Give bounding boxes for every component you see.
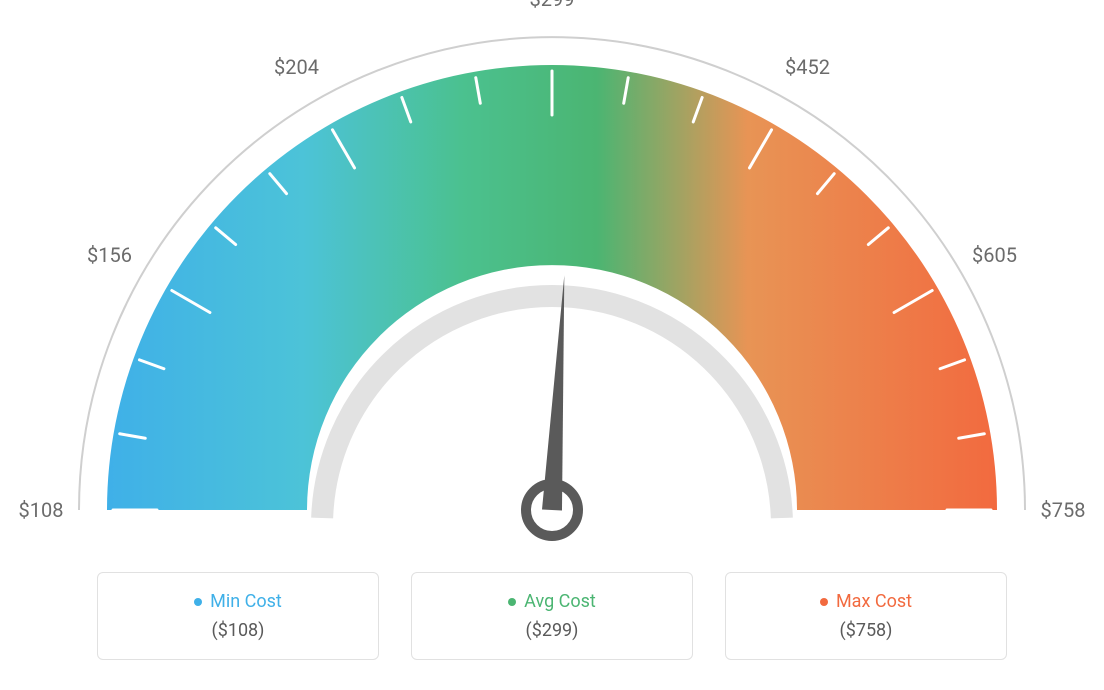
cost-gauge-chart: $108 $156 $204 $299 $452 $605 $758 Min Cost ($… <box>0 0 1104 690</box>
gauge-tick-label: $204 <box>274 55 319 79</box>
gauge-tick-label: $758 <box>1041 498 1086 522</box>
legend-max: Max Cost ($758) <box>725 572 1007 660</box>
gauge-tick-label: $299 <box>530 0 575 11</box>
gauge-tick-label: $452 <box>785 55 830 79</box>
legend-avg-label-row: Avg Cost <box>508 591 596 612</box>
gauge-svg <box>0 0 1104 560</box>
legend-max-label: Max Cost <box>836 591 912 612</box>
legend-avg-value: ($299) <box>526 620 579 641</box>
legend-min-label-row: Min Cost <box>194 591 282 612</box>
legend-min: Min Cost ($108) <box>97 572 379 660</box>
gauge-tick-label: $156 <box>87 243 132 267</box>
legend-max-label-row: Max Cost <box>820 591 912 612</box>
legend-avg-label: Avg Cost <box>524 591 596 612</box>
legend-min-value: ($108) <box>212 620 265 641</box>
legend-row: Min Cost ($108) Avg Cost ($299) Max Cost… <box>0 572 1104 660</box>
gauge-area: $108 $156 $204 $299 $452 $605 $758 <box>0 0 1104 560</box>
legend-avg: Avg Cost ($299) <box>411 572 693 660</box>
gauge-tick-label: $605 <box>972 243 1017 267</box>
legend-avg-dot <box>508 598 516 606</box>
gauge-tick-label: $108 <box>19 498 64 522</box>
legend-min-dot <box>194 598 202 606</box>
legend-min-label: Min Cost <box>210 591 282 612</box>
legend-max-value: ($758) <box>840 620 893 641</box>
legend-max-dot <box>820 598 828 606</box>
